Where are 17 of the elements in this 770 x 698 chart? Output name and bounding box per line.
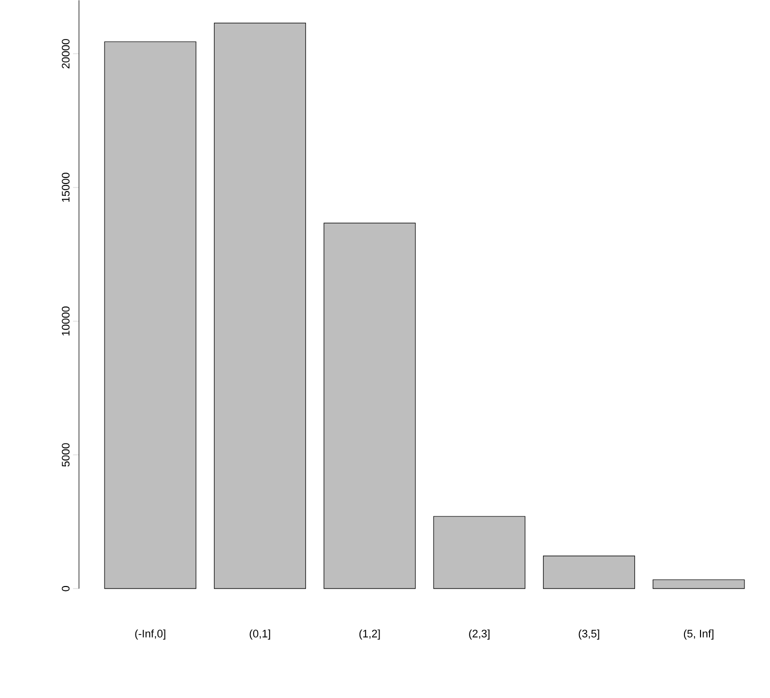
x-tick-label: (2,3] <box>469 630 490 640</box>
x-tick-label: (5, Inf] <box>684 630 714 640</box>
y-tick-label: 15000 <box>62 172 70 202</box>
x-tick-label: (1,2] <box>359 630 380 640</box>
y-tick-label: 0 <box>62 586 70 592</box>
x-tick-label: (0,1] <box>250 630 270 640</box>
bar <box>433 516 526 590</box>
bar <box>214 22 306 590</box>
bar <box>543 556 636 590</box>
bar <box>324 222 416 590</box>
x-tick-label: (3,5] <box>578 630 600 640</box>
bar <box>104 42 196 590</box>
y-tick-label: 20000 <box>62 39 70 69</box>
y-tick-label: 10000 <box>62 306 70 336</box>
x-tick-label: (-Inf,0] <box>135 630 166 640</box>
bar <box>652 580 745 590</box>
y-tick-label: 5000 <box>62 443 70 467</box>
